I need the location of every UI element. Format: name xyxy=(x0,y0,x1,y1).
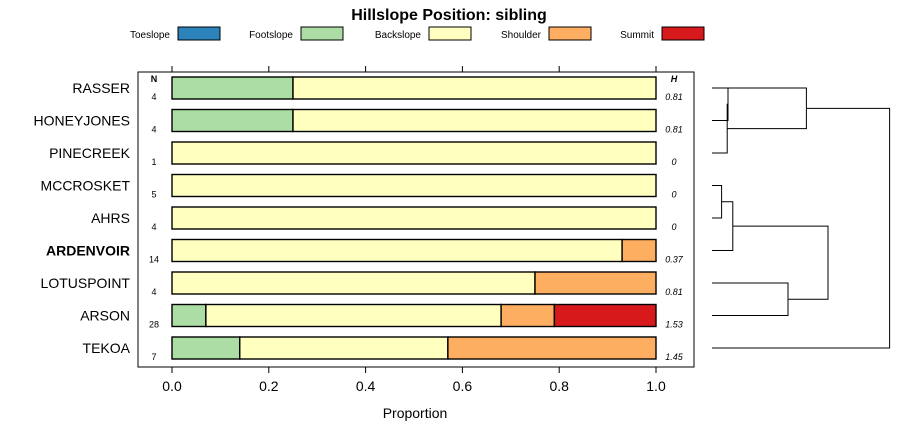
row-n-value: 1 xyxy=(151,157,156,167)
x-tick-label: 0.8 xyxy=(549,378,569,394)
bar-segment-backslope xyxy=(171,173,657,198)
bar-row: MCCROSKET 5 0 xyxy=(41,173,677,200)
x-axis-label: Proportion xyxy=(383,405,448,421)
row-h-value: 0.81 xyxy=(665,287,683,297)
x-tick-label: 0.6 xyxy=(453,378,473,394)
dendrogram-link xyxy=(712,282,789,316)
row-n-value: 28 xyxy=(149,320,159,330)
n-column-header: N xyxy=(151,74,158,84)
dendrogram-link xyxy=(712,87,729,121)
x-tick-label: 1.0 xyxy=(646,378,666,394)
legend-label-toeslope: Toeslope xyxy=(130,30,170,41)
legend-label-backslope: Backslope xyxy=(375,30,422,41)
legend-swatch-backslope xyxy=(428,26,472,41)
row-n-value: 7 xyxy=(151,352,156,362)
row-h-value: 0 xyxy=(671,222,676,232)
dendrogram-link xyxy=(712,185,723,219)
dendrogram-link xyxy=(712,201,734,251)
bar-row: TEKOA 7 1.45 xyxy=(83,336,684,362)
x-tick-label: 0.0 xyxy=(162,378,182,394)
plot-frame xyxy=(137,71,695,368)
x-tick-label: 0.4 xyxy=(356,378,376,394)
row-h-value: 0.37 xyxy=(665,255,684,265)
dendrogram-link xyxy=(712,107,891,349)
row-n-value: 4 xyxy=(151,287,156,297)
row-n-value: 4 xyxy=(151,92,156,102)
bar-segment-summit xyxy=(553,303,657,328)
bar-row: AHRS 4 0 xyxy=(91,206,677,232)
row-h-value: 0 xyxy=(671,157,676,167)
bar-segment-shoulder xyxy=(500,303,556,328)
row-h-value: 1.45 xyxy=(665,352,684,362)
chart-title: Hillslope Position: sibling xyxy=(351,7,547,24)
bar-segment-backslope xyxy=(171,238,623,263)
bar-segment-footslope xyxy=(171,336,241,360)
bar-segment-footslope xyxy=(171,76,294,100)
dendrogram xyxy=(712,87,891,349)
bar-row: LOTUSPOINT 4 0.81 xyxy=(41,271,683,297)
row-n-value: 5 xyxy=(151,190,156,200)
row-h-value: 0.81 xyxy=(665,125,683,135)
legend-label-summit: Summit xyxy=(620,30,654,41)
legend: Toeslope Footslope Backslope Shoulder Summit xyxy=(130,26,705,41)
row-h-value: 1.53 xyxy=(665,320,683,330)
bar-segment-shoulder xyxy=(621,238,657,263)
legend-swatch-footslope xyxy=(300,26,344,41)
row-label: ARSON xyxy=(80,308,130,324)
bar-segment-backslope xyxy=(171,271,536,295)
row-label: AHRS xyxy=(91,210,130,226)
row-n-value: 4 xyxy=(151,125,156,135)
bar-row: ARDENVOIR 14 0.37 xyxy=(46,238,684,265)
legend-swatch-summit xyxy=(661,26,705,41)
row-label: HONEYJONES xyxy=(34,113,130,129)
row-label: RASSER xyxy=(72,80,130,96)
bar-segment-footslope xyxy=(171,108,294,133)
row-n-value: 4 xyxy=(151,222,156,232)
axes: 0.0 0.2 0.4 0.6 0.8 1.0 xyxy=(162,66,666,394)
h-column-header: H xyxy=(671,74,678,84)
legend-swatch-toeslope xyxy=(177,26,221,41)
bar-segment-shoulder xyxy=(534,271,657,295)
dendrogram-link xyxy=(712,103,728,154)
dendrogram-link xyxy=(712,87,807,130)
x-tick-label: 0.2 xyxy=(259,378,279,394)
row-h-value: 0 xyxy=(671,190,676,200)
row-h-value: 0.81 xyxy=(665,92,683,102)
row-label: LOTUSPOINT xyxy=(41,275,131,291)
bar-segment-backslope xyxy=(171,206,657,230)
column-headers: N H xyxy=(151,74,678,84)
row-n-value: 14 xyxy=(149,255,159,265)
row-label: PINECREEK xyxy=(49,145,131,161)
bar-segment-backslope xyxy=(171,141,657,165)
bar-row: PINECREEK 1 0 xyxy=(49,141,677,167)
bar-segment-backslope xyxy=(205,303,502,328)
bar-segment-footslope xyxy=(171,303,207,328)
legend-swatch-shoulder xyxy=(548,26,592,41)
bar-row: HONEYJONES 4 0.81 xyxy=(34,108,683,135)
bar-segment-backslope xyxy=(239,336,449,360)
dendrogram-link xyxy=(732,225,829,300)
row-label: TEKOA xyxy=(83,340,131,356)
bar-segment-shoulder xyxy=(447,336,657,360)
row-label: MCCROSKET xyxy=(41,178,131,194)
legend-label-shoulder: Shoulder xyxy=(501,30,542,41)
bar-row: ARSON 28 1.53 xyxy=(80,303,683,330)
legend-label-footslope: Footslope xyxy=(249,30,293,41)
bar-segment-backslope xyxy=(292,108,657,133)
bar-segment-backslope xyxy=(292,76,657,100)
bar-row: RASSER 4 0.81 xyxy=(72,76,683,102)
row-label: ARDENVOIR xyxy=(46,243,130,259)
